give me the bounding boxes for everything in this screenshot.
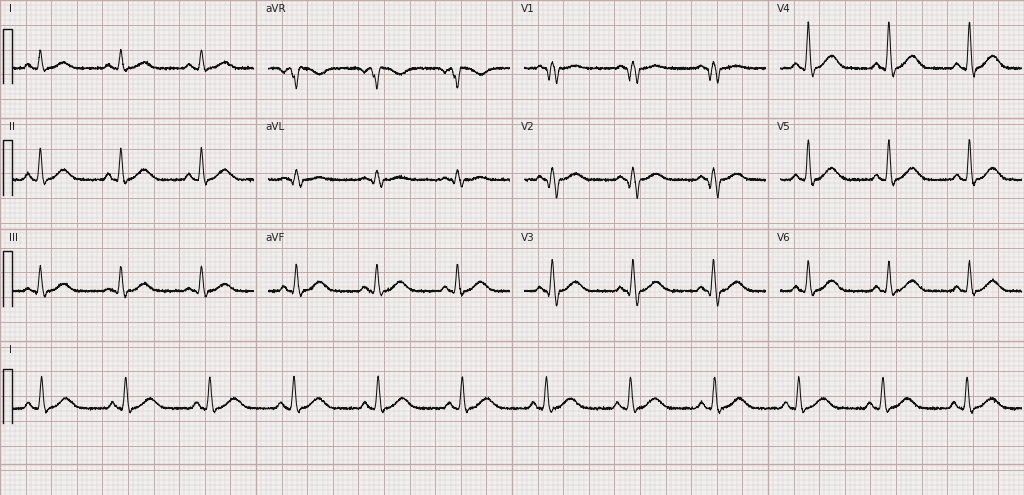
Text: III: III (9, 233, 18, 243)
Text: V5: V5 (777, 122, 791, 132)
Text: I: I (9, 345, 12, 354)
Text: V2: V2 (521, 122, 535, 132)
Text: aVF: aVF (265, 233, 285, 243)
Text: I: I (9, 4, 12, 14)
Text: V1: V1 (521, 4, 535, 14)
Text: aVL: aVL (265, 122, 285, 132)
Text: aVR: aVR (265, 4, 286, 14)
Text: V6: V6 (777, 233, 791, 243)
Text: V3: V3 (521, 233, 535, 243)
Text: V4: V4 (777, 4, 791, 14)
Text: II: II (9, 122, 15, 132)
